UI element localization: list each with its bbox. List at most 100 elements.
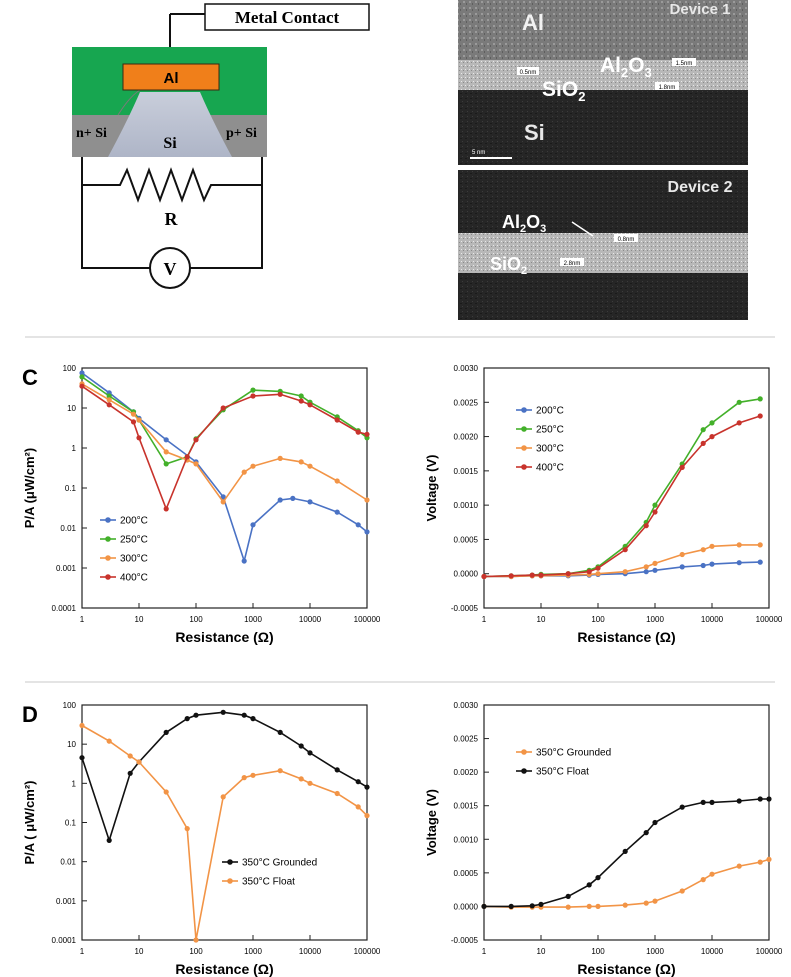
data-point (481, 573, 487, 580)
legend-label-3: 400°C (120, 573, 148, 584)
data-point (757, 796, 763, 802)
x-tick-label: 100000 (756, 615, 783, 624)
y-tick-label: 0.001 (56, 897, 77, 906)
device2-title: Device 2 (668, 179, 733, 196)
x-axis-title: Resistance (Ω) (577, 961, 675, 977)
data-point (163, 461, 169, 467)
data-point (757, 413, 763, 419)
panel-label: D (22, 702, 38, 727)
device1-thick-a: 0.5nm (520, 70, 537, 76)
data-point (163, 449, 169, 455)
data-point (709, 543, 715, 549)
y-tick-label: 10 (67, 740, 76, 749)
device2-sio2: SiO2 (490, 254, 527, 277)
data-point (106, 402, 112, 408)
data-point (679, 551, 685, 558)
legend-marker-1 (521, 768, 527, 774)
data-point (622, 848, 628, 855)
y-tick-label: 1 (72, 779, 77, 788)
y-tick-label: 0.1 (65, 819, 77, 828)
data-point (736, 798, 742, 804)
voltmeter-label: V (164, 259, 177, 279)
data-point (355, 429, 361, 435)
data-point (709, 871, 715, 877)
data-point (595, 875, 601, 881)
y-tick-label: -0.0005 (451, 936, 479, 945)
data-point (79, 383, 85, 389)
series-line-1 (81, 724, 368, 941)
data-point (586, 882, 592, 888)
legend-marker-1 (521, 426, 527, 432)
series-line-0 (81, 711, 368, 844)
legend-marker-0 (521, 749, 527, 755)
panel-a-schematic: Metal Contact Al n+ Si p+ Si Si R V (72, 3, 370, 289)
data-point (586, 903, 592, 910)
data-point (643, 900, 649, 906)
data-point (622, 902, 628, 908)
x-tick-label: 100000 (354, 615, 381, 624)
data-point (163, 789, 169, 795)
series-line-0 (484, 561, 761, 578)
y-tick-label: 0.0001 (52, 604, 77, 613)
data-point (184, 716, 190, 722)
data-point (622, 547, 628, 553)
data-point (652, 898, 658, 904)
y-tick-label: 0.0020 (454, 768, 479, 777)
data-point (736, 560, 742, 566)
x-tick-label: 1 (482, 615, 487, 624)
y-tick-label: 0.1 (65, 484, 77, 493)
series-line-2 (81, 383, 368, 504)
x-tick-label: 100 (591, 615, 605, 624)
chart-d-voltage: 0.0030 0.0025 0.0020 0.0015 0.0010 0.0005 0.00… (424, 701, 783, 977)
data-point (538, 901, 544, 908)
data-point (220, 494, 226, 500)
x-tick-label: 1000 (646, 947, 664, 956)
data-point (595, 903, 601, 910)
data-point (193, 712, 199, 718)
data-point (193, 937, 199, 943)
y-tick-label: 0.0025 (454, 398, 479, 407)
data-point (529, 572, 535, 578)
data-point (364, 497, 370, 503)
y-tick-label: 0.0030 (454, 701, 479, 710)
chart-c-voltage: 0.0030 0.0025 0.0020 0.0015 0.0010 0.0005 0.00… (424, 364, 783, 645)
y-tick-label: 10 (67, 404, 76, 413)
data-point (700, 547, 706, 553)
x-tick-label: 1000 (646, 615, 664, 624)
x-tick-label: 100000 (756, 947, 783, 956)
data-point (700, 877, 706, 883)
data-point (679, 888, 685, 894)
y-tick-label: 0.0001 (52, 936, 77, 945)
data-point (334, 767, 340, 773)
legend-marker-0 (227, 859, 233, 865)
x-tick-label: 10000 (701, 947, 724, 956)
si-substrate (108, 92, 232, 157)
data-point (757, 396, 763, 402)
x-tick-label: 10000 (701, 615, 724, 624)
data-point (508, 573, 514, 579)
y-axis-title: Voltage (V) (424, 789, 439, 856)
data-point (241, 775, 247, 781)
device1-tem: Device 1 Al Al2O3 SiO2 Si 0.5nm 1.5nm 1.… (458, 0, 748, 165)
data-point (565, 571, 571, 577)
data-point (643, 569, 649, 575)
data-point (757, 542, 763, 548)
legend-label-0: 200°C (536, 406, 564, 417)
y-tick-label: 0.01 (60, 524, 76, 533)
legend-marker-2 (105, 555, 111, 561)
x-axis-title: Resistance (Ω) (175, 961, 273, 977)
data-point (241, 469, 247, 475)
data-point (643, 564, 649, 570)
data-point (250, 522, 256, 528)
legend-label-1: 350°C Float (242, 877, 295, 888)
data-point (241, 558, 247, 564)
data-point (679, 804, 685, 810)
data-point (481, 903, 487, 910)
legend-label-1: 350°C Float (536, 767, 589, 778)
x-tick-label: 1 (482, 947, 487, 956)
data-point (334, 790, 340, 797)
data-point (307, 402, 313, 408)
data-point (220, 405, 226, 411)
